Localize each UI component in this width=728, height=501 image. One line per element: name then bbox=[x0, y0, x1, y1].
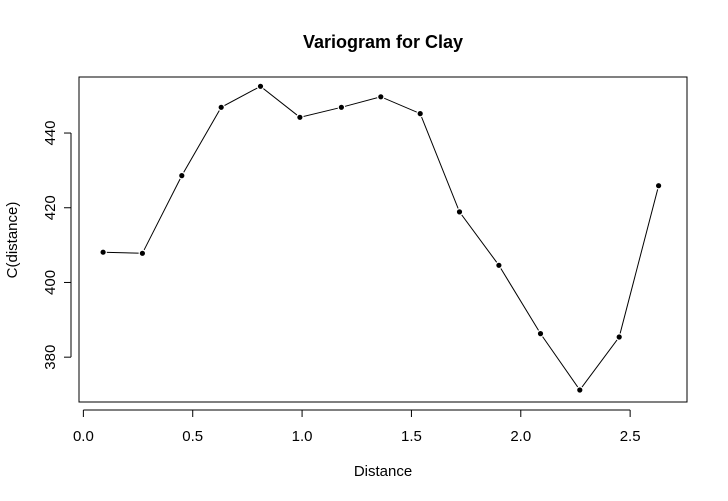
x-axis-label: Distance bbox=[354, 463, 412, 480]
y-tick-label: 420 bbox=[42, 195, 59, 220]
x-axis: 0.0 0.5 1.0 1.5 2.0 2.5 bbox=[73, 409, 641, 445]
x-tick-label: 1.5 bbox=[401, 428, 422, 445]
data-point bbox=[178, 171, 186, 180]
x-tick-label: 2.0 bbox=[510, 428, 531, 445]
data-point bbox=[416, 109, 425, 118]
y-tick-label: 400 bbox=[42, 270, 59, 295]
data-point bbox=[615, 333, 624, 341]
data-point bbox=[575, 386, 584, 394]
x-tick-label: 2.5 bbox=[620, 428, 641, 445]
data-point bbox=[495, 261, 503, 270]
y-axis: 380 400 420 440 bbox=[42, 121, 72, 370]
y-tick-label: 380 bbox=[42, 345, 59, 370]
series-layer bbox=[99, 82, 663, 394]
data-point bbox=[536, 329, 545, 338]
data-point bbox=[376, 93, 385, 101]
plot-frame bbox=[78, 76, 688, 403]
data-point bbox=[296, 113, 304, 122]
data-point bbox=[217, 103, 226, 112]
data-point bbox=[138, 249, 147, 258]
chart-title: Variogram for Clay bbox=[303, 32, 463, 52]
y-axis-label: C(distance) bbox=[4, 202, 21, 279]
data-point bbox=[99, 248, 107, 257]
x-tick-label: 0.5 bbox=[182, 428, 203, 445]
data-point bbox=[654, 181, 663, 190]
data-point bbox=[455, 208, 464, 216]
y-tick-label: 440 bbox=[42, 121, 59, 146]
data-point bbox=[256, 82, 265, 91]
series-line bbox=[103, 85, 660, 391]
x-tick-label: 1.0 bbox=[292, 428, 313, 445]
data-point bbox=[337, 103, 346, 112]
x-tick-label: 0.0 bbox=[73, 428, 94, 445]
